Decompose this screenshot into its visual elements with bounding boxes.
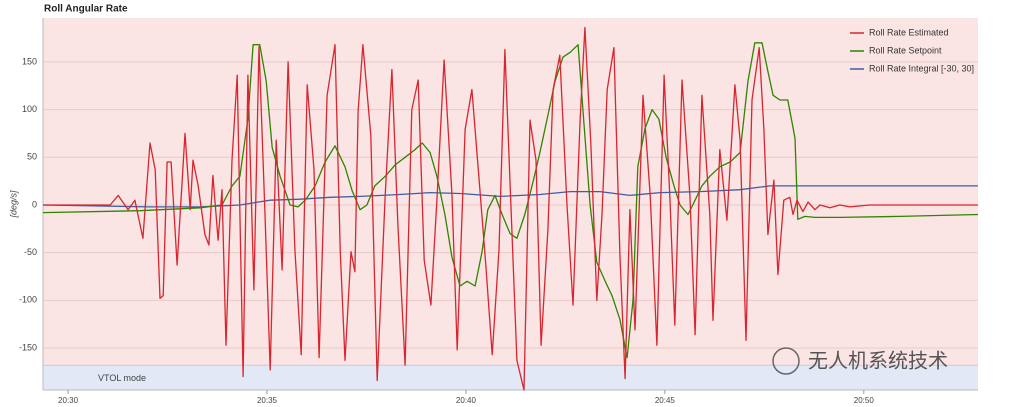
y-tick-label: -150	[19, 342, 37, 352]
chart-title: Roll Angular Rate	[44, 4, 128, 15]
x-tick-label: 20:50	[854, 396, 875, 405]
x-tick-label: 20:30	[58, 396, 79, 405]
x-tick-label: 20:45	[655, 396, 676, 405]
watermark-icon	[772, 347, 800, 375]
y-tick-label: 0	[32, 199, 37, 209]
x-tick-label: 20:35	[257, 396, 278, 405]
legend: Roll Rate Estimated Roll Rate Setpoint Rol…	[850, 27, 974, 73]
watermark: 无人机系统技术	[808, 349, 948, 373]
series-line	[42, 185, 978, 208]
y-tick-label: -100	[19, 295, 37, 305]
series-line	[43, 26, 978, 391]
band-label: VTOL mode	[98, 373, 146, 383]
y-tick-label: -50	[24, 247, 37, 257]
y-tick-label: 50	[27, 152, 37, 162]
y-tick-label: 150	[22, 56, 37, 66]
mode-band	[43, 365, 978, 390]
legend-label: Roll Rate Integral [-30, 30]	[869, 63, 974, 73]
x-tick-label: 20:40	[456, 396, 477, 405]
y-tick-label: 100	[22, 104, 37, 114]
y-axis-label: [deg/s]	[8, 190, 18, 219]
legend-label: Roll Rate Setpoint	[869, 45, 942, 55]
legend-label: Roll Rate Estimated	[869, 27, 949, 37]
